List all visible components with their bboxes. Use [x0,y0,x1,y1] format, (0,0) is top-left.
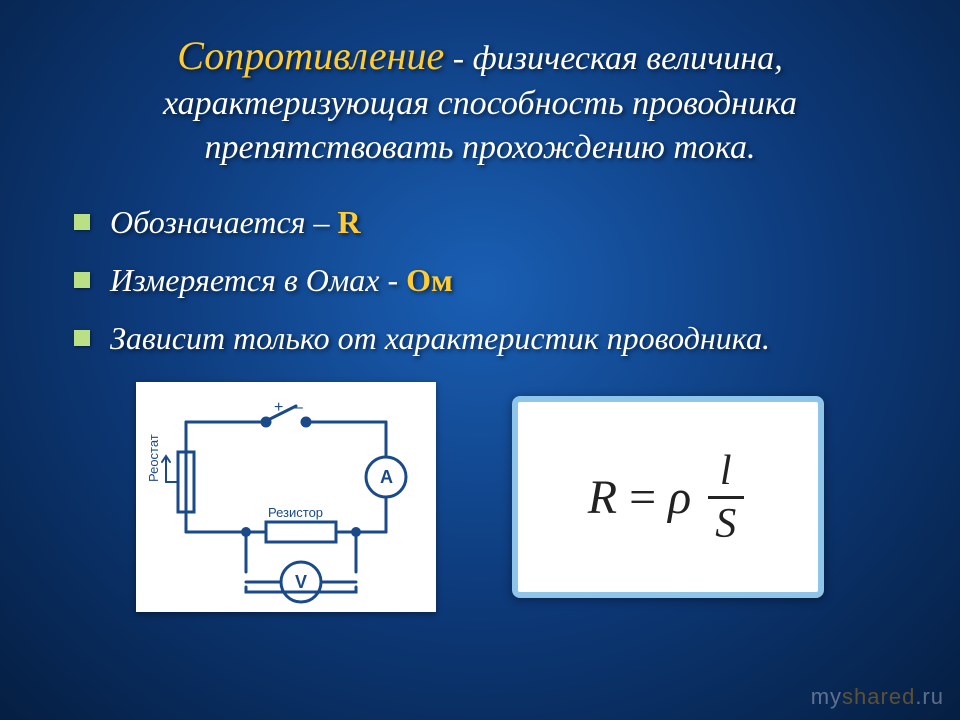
bullet-item: Измеряется в Омах - Ом [70,256,900,304]
formula-numerator: l [708,450,744,499]
watermark: myshared.ru [811,684,944,710]
watermark-part1: my [811,684,842,709]
slide-container: Сопротивление - физическая величина, хар… [0,0,960,720]
watermark-part2: shared [842,684,915,709]
bullet-text-pre: Обозначается – [110,204,338,240]
bullet-list: Обозначается – R Измеряется в Омах - Ом … [70,198,900,362]
label-voltmeter: V [295,572,307,592]
label-minus: – [294,399,303,416]
label-plus: + [274,399,283,416]
formula-eq: = [629,470,656,525]
label-ammeter: A [380,467,393,487]
circuit-diagram: + – A V Реостат Резистор [136,382,436,612]
bullet-text-pre: Зависит только от характеристик проводни… [110,320,770,356]
watermark-part3: .ru [915,684,944,709]
circuit-svg: + – A V Реостат Резистор [136,382,436,612]
formula-denominator: S [703,499,748,545]
formula-equation: R = ρ l S [588,450,748,545]
label-resistor: Резистор [268,505,323,520]
bullet-item: Зависит только от характеристик проводни… [70,314,900,362]
formula-box: R = ρ l S [512,396,824,598]
slide-title: Сопротивление - физическая величина, хар… [60,30,900,170]
title-accent-word: Сопротивление [177,33,444,78]
bullet-text-pre: Измеряется в Омах - [110,262,406,298]
bullet-symbol: Ом [406,262,453,298]
label-rheostat: Реостат [146,435,161,483]
formula-lhs: R [588,470,617,525]
figures-row: + – A V Реостат Резистор R = ρ l S [60,382,900,612]
formula-rho: ρ [668,470,691,525]
bullet-item: Обозначается – R [70,198,900,246]
bullet-symbol: R [338,204,361,240]
formula-fraction: l S [703,450,748,545]
